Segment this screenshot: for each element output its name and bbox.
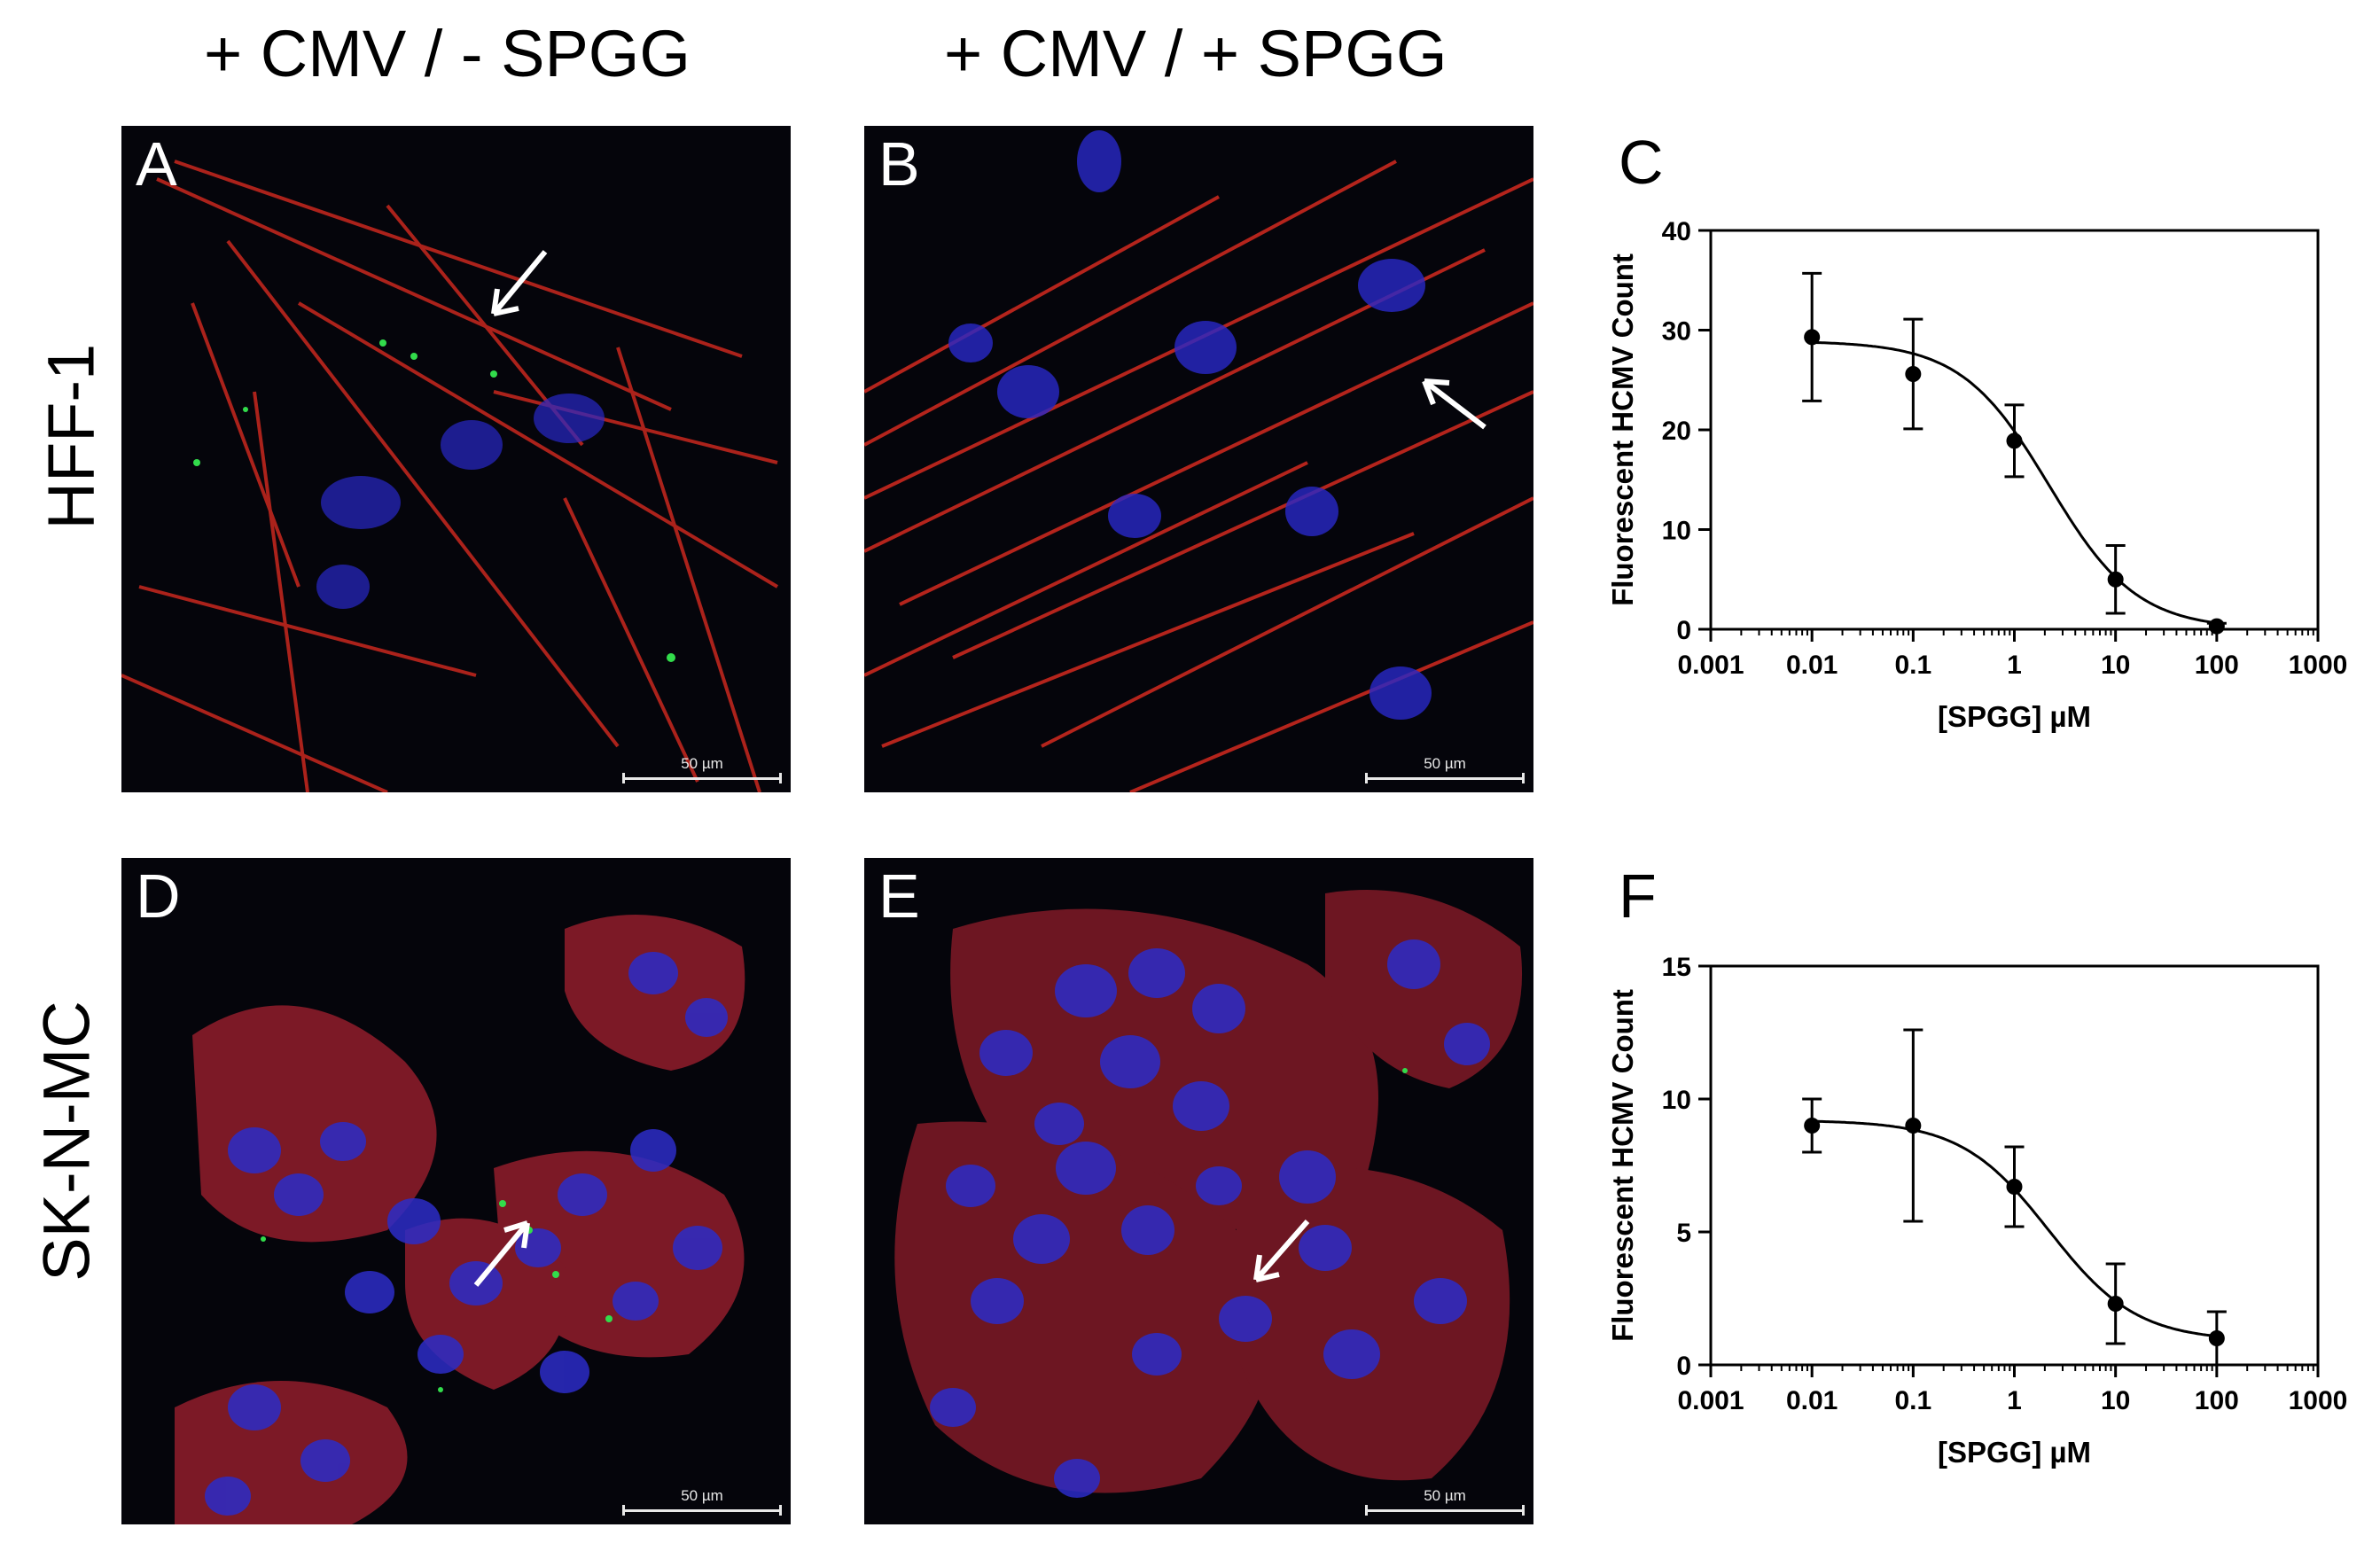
chart-svg-f: 0 5 10 15 0.001 0.01 0.1 1 10 100 1000 [SPGG] µM Flu… <box>1606 953 2348 1469</box>
data-point <box>1804 329 1821 346</box>
x-tick-label: 100 <box>2195 651 2239 680</box>
y-tick-label: 15 <box>1662 953 1691 982</box>
panel-letter-e: E <box>878 861 920 931</box>
x-tick-label: 0.001 <box>1677 651 1744 680</box>
arrow-icon <box>1253 1220 1310 1282</box>
y-tick-label: 40 <box>1662 217 1691 246</box>
panel-letter-f: F <box>1619 861 1657 931</box>
x-tick-label: 1000 <box>2289 651 2348 680</box>
data-point <box>1905 366 1922 382</box>
arrow-icon <box>491 250 548 316</box>
arrow-icon <box>1422 378 1487 430</box>
x-tick-label: 0.01 <box>1786 1386 1838 1415</box>
y-tick-label: 10 <box>1662 1086 1691 1115</box>
micrograph-panel-d: D 50 µm <box>121 858 791 1524</box>
x-axis-label: [SPGG] µM <box>1938 700 2091 733</box>
data-point <box>2208 1330 2225 1346</box>
micrograph-panel-e: E 50 µm <box>864 858 1533 1524</box>
x-tick-label: 0.001 <box>1677 1386 1744 1415</box>
dose-response-chart-c: 0 10 20 30 40 0.001 0.01 0.1 1 10 100 1000 [SPGG] µM… <box>1596 195 2380 753</box>
micrograph-image-a <box>121 160 779 792</box>
x-tick-label: 10 <box>2101 651 2130 680</box>
y-tick-label: 10 <box>1662 517 1691 546</box>
x-tick-label: 0.1 <box>1894 1386 1931 1415</box>
column-header-plus-spgg: + CMV / + SPGG <box>944 17 1448 90</box>
x-tick-label: 1 <box>2007 651 2022 680</box>
x-tick-label: 1 <box>2007 1386 2022 1415</box>
micrograph-image-d <box>175 915 745 1524</box>
data-point <box>2107 1296 2124 1312</box>
panel-letter-c: C <box>1619 128 1664 197</box>
x-tick-label: 100 <box>2195 1386 2239 1415</box>
x-tick-label: 0.1 <box>1894 651 1931 680</box>
y-tick-label: 20 <box>1662 417 1691 446</box>
row-label-sknmc: SK-N-MC <box>29 1001 104 1282</box>
micrograph-image-e <box>894 890 1523 1498</box>
data-point <box>2006 433 2023 449</box>
scale-bar-a: 50 µm <box>622 755 782 783</box>
scale-bar-e: 50 µm <box>1365 1487 1525 1516</box>
data-point <box>1905 1118 1922 1134</box>
y-tick-label: 30 <box>1662 317 1691 347</box>
x-tick-label: 10 <box>2101 1386 2130 1415</box>
fit-curve <box>1812 340 2218 625</box>
y-tick-label: 0 <box>1676 616 1691 645</box>
scale-bar-b: 50 µm <box>1365 755 1525 783</box>
panel-letter-b: B <box>878 129 920 199</box>
column-header-minus-spgg: + CMV / - SPGG <box>204 17 691 90</box>
panel-letter-d: D <box>136 861 181 931</box>
data-point <box>2107 571 2124 588</box>
x-axis-label: [SPGG] µM <box>1938 1436 2091 1469</box>
arrow-icon <box>473 1220 530 1287</box>
data-point <box>2006 1179 2023 1195</box>
row-label-hff1: HFF-1 <box>34 343 108 530</box>
micrograph-panel-b: B 50 µm <box>864 126 1533 792</box>
y-axis-label: Fluorescent HCMV Count <box>1606 989 1639 1342</box>
y-tick-label: 5 <box>1676 1219 1691 1248</box>
chart-svg-c: 0 10 20 30 40 0.001 0.01 0.1 1 10 100 1000 [SPGG] µM… <box>1606 217 2348 733</box>
micrograph-panel-a: A 50 µm <box>121 126 791 792</box>
scale-bar-d: 50 µm <box>622 1487 782 1516</box>
y-tick-label: 0 <box>1676 1352 1691 1381</box>
panel-letter-a: A <box>136 129 177 199</box>
x-tick-label: 0.01 <box>1786 651 1838 680</box>
data-point <box>1804 1118 1821 1134</box>
x-tick-label: 1000 <box>2289 1386 2348 1415</box>
data-point <box>2208 618 2225 635</box>
y-axis-label: Fluorescent HCMV Count <box>1606 253 1639 606</box>
dose-response-chart-f: 0 5 10 15 0.001 0.01 0.1 1 10 100 1000 [SPGG] µM Flu… <box>1596 931 2380 1498</box>
micrograph-image-b <box>864 130 1533 792</box>
